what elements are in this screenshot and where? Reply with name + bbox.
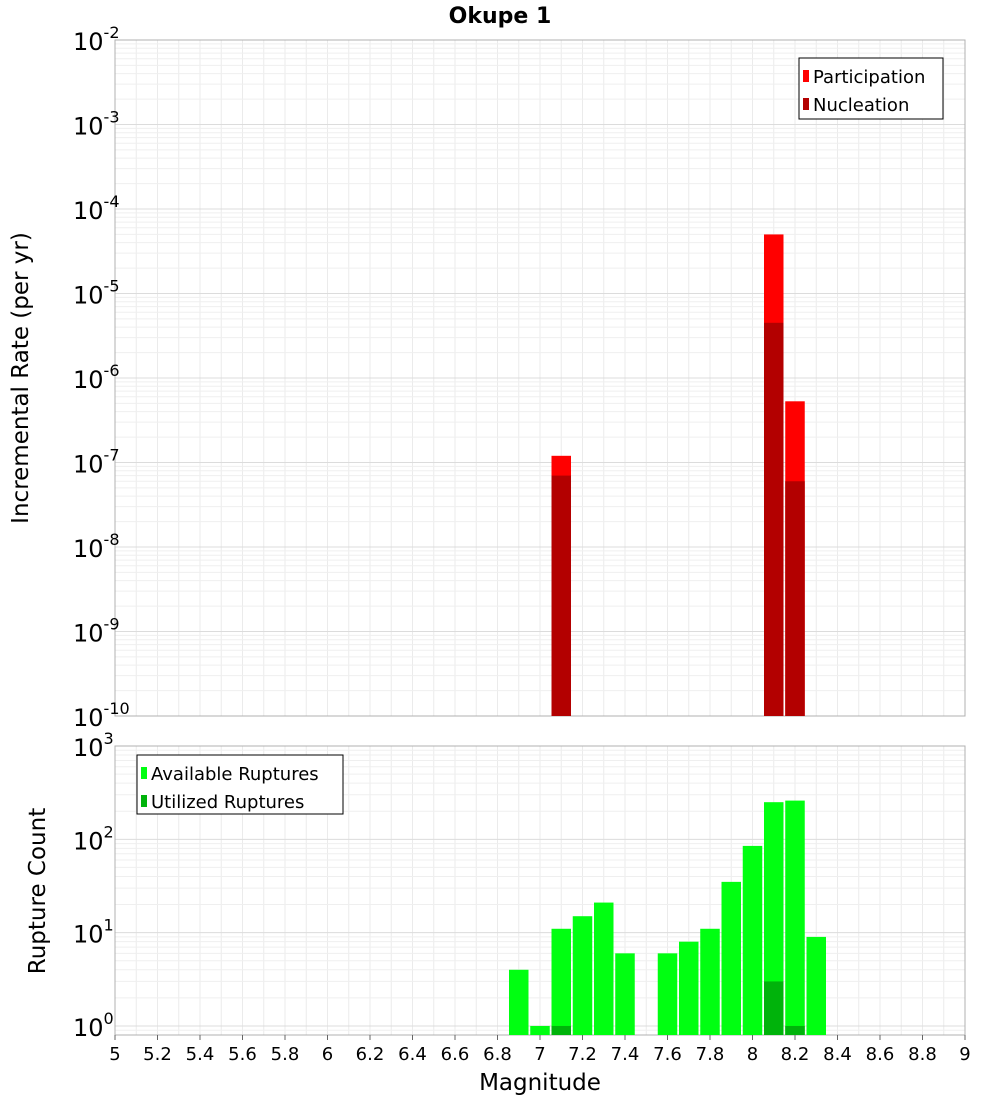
- x-tick-label: 6.2: [356, 1044, 385, 1065]
- bar-available-ruptures: [742, 845, 763, 1035]
- y-axis-label-bottom: Rupture Count: [25, 808, 51, 974]
- legend-swatch: [803, 98, 809, 110]
- y-tick-label: 10-5: [73, 277, 120, 310]
- plot-frame-top: [114, 39, 966, 717]
- bar-available-ruptures: [530, 1025, 550, 1035]
- x-tick-label: 7.2: [568, 1044, 597, 1065]
- legend-swatch: [803, 70, 809, 82]
- bar-nucleation: [551, 475, 571, 716]
- y-tick-label: 10-10: [73, 699, 130, 732]
- y-tick-label: 10-2: [73, 23, 120, 56]
- bar-nucleation: [785, 481, 805, 716]
- bar-available-ruptures: [657, 953, 678, 1035]
- bar-available-ruptures: [806, 936, 826, 1035]
- bar-available-ruptures: [615, 953, 635, 1035]
- x-tick-label: 6: [322, 1044, 333, 1065]
- y-axis-label-top: Incremental Rate (per yr): [8, 232, 34, 524]
- x-tick-label: 8.4: [823, 1044, 852, 1065]
- y-tick-label: 103: [73, 729, 114, 762]
- x-tick-label: 6.4: [398, 1044, 427, 1065]
- bar-available-ruptures: [721, 881, 741, 1035]
- y-tick-label: 10-9: [73, 615, 120, 648]
- x-tick-label: 6.6: [441, 1044, 470, 1065]
- legend-swatch: [141, 795, 147, 807]
- bar-available-ruptures: [700, 928, 720, 1035]
- bar-available-ruptures: [679, 941, 699, 1035]
- legend-top: Participation Nucleation: [798, 57, 944, 120]
- x-tick-label: 7.8: [696, 1044, 725, 1065]
- chart-title: Okupe 1: [449, 4, 552, 29]
- y-tick-label: 100: [73, 1009, 114, 1042]
- x-tick-label: 8: [747, 1044, 758, 1065]
- bar-available-ruptures: [551, 928, 571, 1035]
- y-tick-label: 10-3: [73, 108, 120, 141]
- legend-label: Utilized Ruptures: [151, 792, 304, 813]
- grid-top: [114, 39, 966, 717]
- x-axis-label: Magnitude: [479, 1070, 601, 1096]
- x-axis: 5 5.2 5.4 5.6 5.8 6 6.2 6.4 6.6 6.8 7 7.2 7.4 7.6 7.8 8…: [109, 1035, 971, 1065]
- x-tick-label: 8.8: [908, 1044, 937, 1065]
- x-tick-label: 7.4: [611, 1044, 640, 1065]
- legend-label: Available Ruptures: [151, 764, 319, 785]
- bar-available-ruptures: [785, 800, 805, 1035]
- bar-utilized-ruptures: [785, 1025, 805, 1035]
- legend-label: Nucleation: [813, 95, 909, 116]
- y-tick-label: 10-4: [73, 192, 120, 225]
- y-tick-label: 10-8: [73, 530, 120, 563]
- bars-bottom: [509, 800, 826, 1035]
- x-tick-label: 5.6: [228, 1044, 257, 1065]
- bar-utilized-ruptures: [551, 1025, 571, 1035]
- bar-available-ruptures: [594, 902, 614, 1035]
- legend-box: [798, 57, 944, 120]
- x-tick-label: 5.4: [186, 1044, 215, 1065]
- x-tick-label: 9: [959, 1044, 970, 1065]
- x-tick-label: 5.8: [271, 1044, 300, 1065]
- x-tick-label: 7.6: [653, 1044, 682, 1065]
- legend-box: [136, 754, 344, 815]
- y-tick-label: 10-6: [73, 361, 120, 394]
- bar-available-ruptures: [509, 969, 529, 1035]
- y-tick-label: 102: [73, 822, 114, 855]
- x-tick-label: 5: [109, 1044, 120, 1065]
- x-tick-label: 7: [534, 1044, 545, 1065]
- x-tick-label: 8.6: [866, 1044, 895, 1065]
- legend-swatch: [141, 767, 147, 779]
- bar-nucleation: [764, 322, 784, 716]
- bar-available-ruptures: [572, 916, 593, 1035]
- legend-bottom: Available Ruptures Utilized Ruptures: [136, 754, 344, 815]
- y-tick-label: 101: [73, 916, 114, 949]
- x-tick-label: 8.2: [781, 1044, 810, 1065]
- x-tick-label: 5.2: [143, 1044, 172, 1065]
- x-tick-label: 6.8: [483, 1044, 512, 1065]
- y-tick-label: 10-7: [73, 446, 120, 479]
- bar-utilized-ruptures: [764, 981, 784, 1035]
- bar-available-ruptures: [764, 802, 784, 1035]
- legend-label: Participation: [813, 67, 925, 88]
- bars-top: [551, 234, 805, 717]
